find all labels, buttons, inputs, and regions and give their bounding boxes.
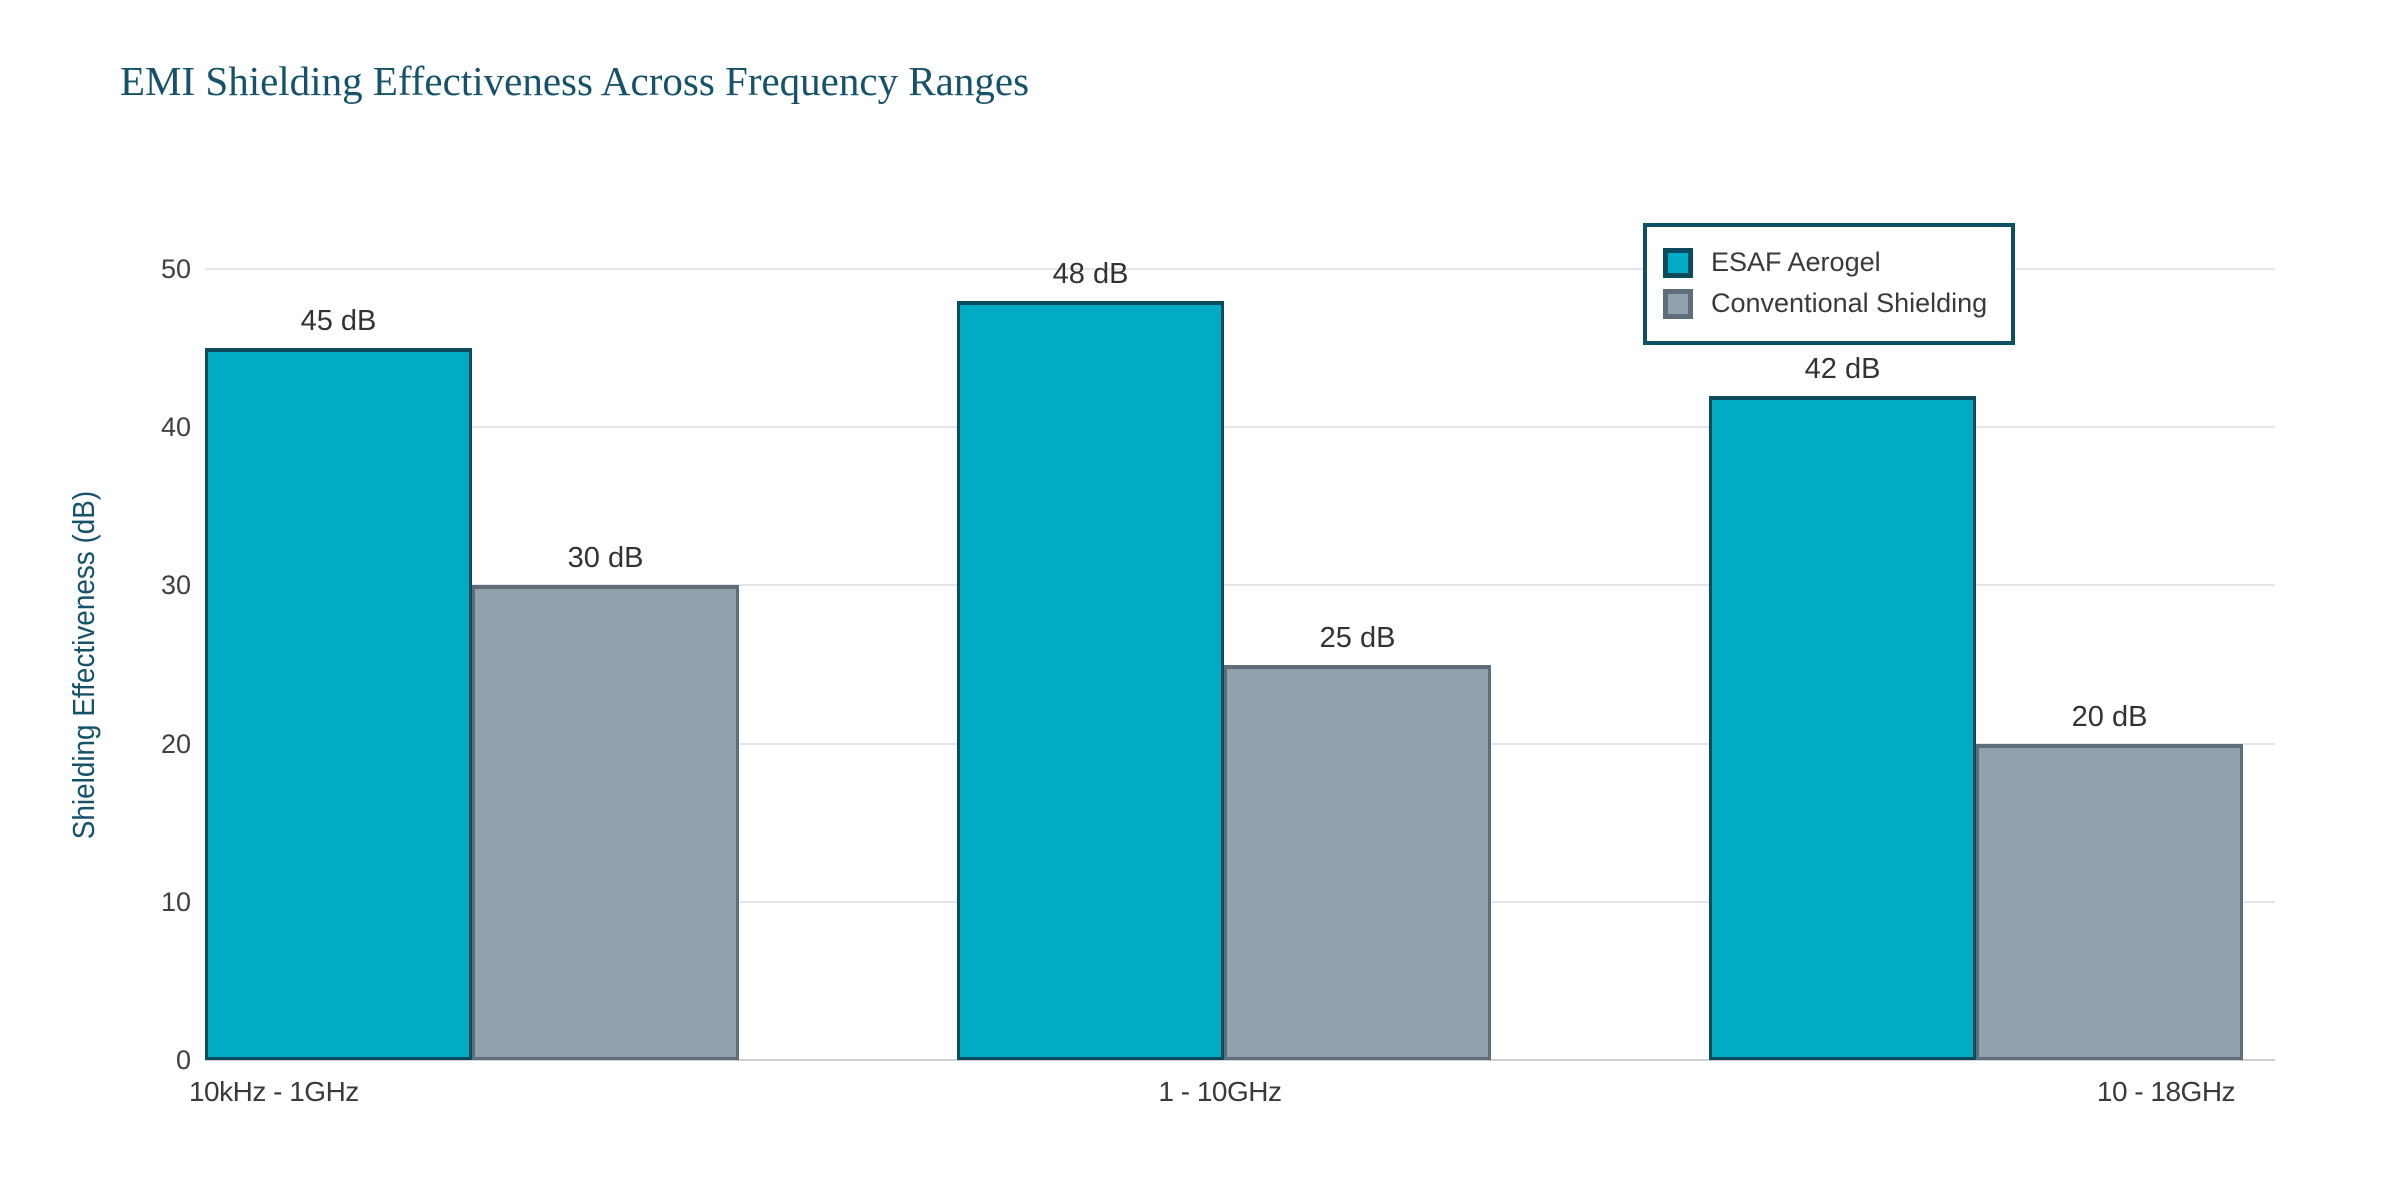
y-tick-label: 20 [160,728,191,759]
y-tick-label: 0 [175,1045,191,1075]
bar-conventional-shielding [472,585,740,1060]
bar-value-label: 20 dB [2071,700,2148,733]
y-gridline [205,268,2275,270]
y-tick-label: 30 [160,570,191,601]
y-gridline [205,426,2275,429]
bar-group: 42 dB 20 dB 10 - 18GHz [1709,269,2244,1107]
plot-area: Shielding Effectiveness (dB) 0 10 20 30 40 50… [66,254,2275,1107]
series-swatch-icon [1663,247,1693,278]
bar-value-label: 42 dB [1804,352,1881,385]
legend-item-label: Conventional Shielding [1711,288,1988,318]
x-category-label: 1 - 10GHz [1158,1076,1282,1107]
bar-esaf-aerogel [957,300,1225,1060]
bar-conventional-shielding [1976,743,2244,1060]
x-category-label: 10kHz - 1GHz [188,1076,359,1107]
bar-value-label: 25 dB [1319,621,1396,654]
y-tick-label: 40 [160,412,191,443]
bar-group: 45 dB 30 dB 10kHz - 1GHz [189,269,740,1107]
y-tick-label: 50 [160,254,191,284]
legend-item[interactable]: ESAF Aerogel [1663,247,1987,278]
y-axis-title-text: Shielding Effectiveness (dB) [66,490,101,839]
legend: ESAF Aerogel Conventional Shielding [1643,223,2016,345]
x-baseline [205,1059,2275,1061]
series-swatch-icon [1663,288,1693,319]
bar-value-label: 48 dB [1052,257,1129,290]
bar-value-label: 45 dB [300,305,377,338]
y-axis-title: Shielding Effectiveness (dB) [66,471,102,858]
bar-conventional-shielding [1224,664,1492,1060]
chart-title: EMI Shielding Effectiveness Across Frequ… [120,58,1030,104]
bar-group: 48 dB 25 dB 1 - 10GHz [957,258,1492,1107]
x-category-label: 10 - 18GHz [2096,1076,2236,1107]
legend-item-label: ESAF Aerogel [1711,247,1881,277]
y-tick-label: 10 [160,886,191,917]
y-gridline [205,584,2275,587]
bar-value-label: 30 dB [567,542,644,575]
bar-esaf-aerogel [1709,395,1977,1060]
legend-item[interactable]: Conventional Shielding [1663,288,1987,319]
bar-esaf-aerogel [205,348,473,1060]
